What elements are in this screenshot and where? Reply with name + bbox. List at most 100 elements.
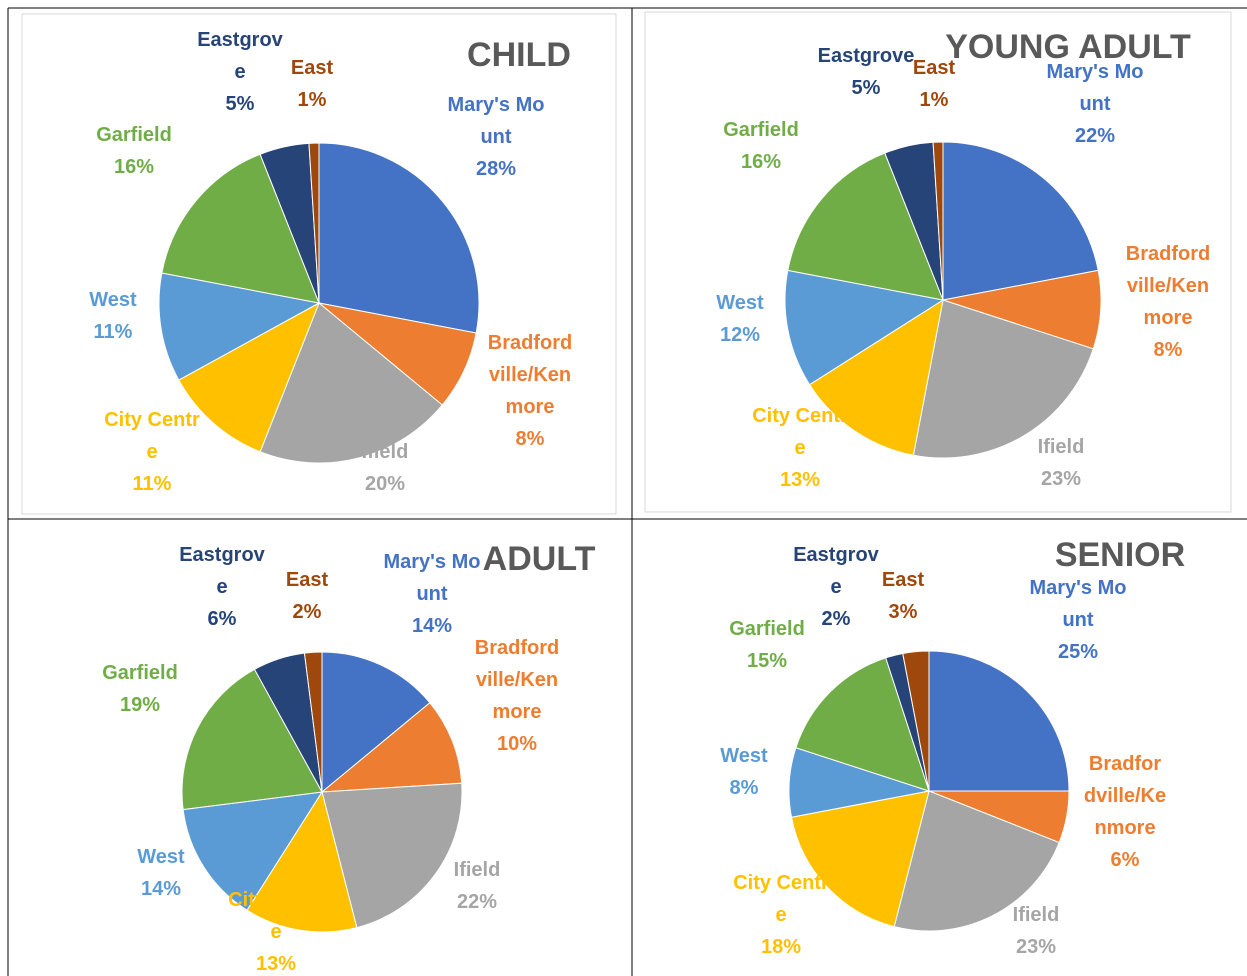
value-label: 2%	[292, 601, 322, 623]
data-label: Bradfordville/Kenmore 8%	[1121, 238, 1215, 366]
category-label: Garfield	[729, 618, 805, 640]
value-label: 11%	[93, 321, 133, 343]
value-label: 12%	[719, 324, 761, 346]
data-label: West 12%	[690, 287, 790, 351]
value-label: 18%	[760, 936, 802, 958]
data-label: West 11%	[63, 284, 163, 348]
value-label: 3%	[888, 601, 918, 623]
data-label: West 14%	[111, 841, 211, 905]
pie-slice	[182, 791, 323, 911]
value-label: 28%	[475, 158, 517, 180]
pie-slice	[321, 651, 431, 794]
category-label: Mary's Mount	[383, 551, 481, 605]
chart-frame	[21, 13, 617, 515]
category-label: West	[716, 292, 764, 314]
value-label: 1%	[919, 89, 949, 111]
pie-slice	[320, 702, 463, 793]
category-label: East	[290, 57, 334, 79]
category-label: Bradfordville/Kenmore	[1125, 243, 1211, 329]
value-label: 20%	[364, 473, 406, 495]
pie-slice	[912, 299, 1094, 459]
category-label: Ifield	[1037, 436, 1085, 458]
value-label: 10%	[496, 733, 538, 755]
data-label: East 2%	[277, 564, 337, 628]
value-label: 25%	[1057, 641, 1099, 663]
data-label: Ifield 23%	[986, 899, 1086, 963]
value-label: 16%	[113, 156, 155, 178]
category-label: Mary's Mount	[1046, 61, 1144, 115]
data-label: Ifield 23%	[1011, 431, 1111, 495]
pie-slice	[808, 298, 944, 456]
value-label: 19%	[119, 694, 161, 716]
data-label: Eastgrove 5%	[806, 40, 926, 104]
pie-slice	[893, 790, 1060, 932]
data-label: West 8%	[694, 740, 794, 804]
value-label: 16%	[740, 151, 782, 173]
category-label: East	[881, 569, 925, 591]
data-label: Garfield 16%	[711, 114, 811, 178]
value-label: 6%	[207, 608, 237, 630]
pie-slice	[308, 142, 320, 304]
data-label: Garfield 15%	[717, 613, 817, 677]
category-label: Eastgrove	[179, 544, 265, 598]
data-label: Bradfordville/Kenmore 6%	[1083, 748, 1167, 876]
category-label: West	[720, 745, 768, 767]
category-label: City Centre	[733, 872, 829, 926]
category-label: East	[912, 57, 956, 79]
category-label: East	[285, 569, 329, 591]
category-label: West	[137, 846, 185, 868]
category-label: City Centre	[228, 889, 324, 943]
value-label: 23%	[1040, 468, 1082, 490]
data-label: City Centre 18%	[731, 867, 831, 963]
chart-title: SENIOR	[1054, 536, 1186, 574]
category-label: West	[89, 289, 137, 311]
pie-slice	[181, 668, 323, 811]
chart-title: ADULT	[482, 540, 596, 578]
pie-slice	[178, 301, 320, 453]
category-label: City Centre	[752, 405, 848, 459]
value-label: 13%	[255, 953, 297, 975]
category-label: Ifield	[1012, 904, 1060, 926]
category-label: Eastgrove	[793, 544, 879, 598]
data-label: Mary's Mount 22%	[1045, 56, 1145, 152]
value-label: 13%	[779, 469, 821, 491]
data-label: Mary's Mount 25%	[1028, 572, 1128, 668]
value-label: 8%	[515, 428, 545, 450]
category-label: Ifield	[453, 859, 501, 881]
value-label: 1%	[297, 89, 327, 111]
pie-slice	[158, 272, 321, 381]
category-label: Eastgrove	[197, 29, 283, 83]
data-label: Bradfordville/Kenmore 10%	[470, 632, 564, 760]
data-label: City Centre 11%	[102, 404, 202, 500]
value-label: 23%	[1015, 936, 1057, 958]
category-label: Bradfordville/Kenmore	[474, 637, 560, 723]
value-label: 8%	[1153, 339, 1183, 361]
category-label: City Centre	[104, 409, 200, 463]
value-label: 14%	[140, 878, 182, 900]
value-label: 14%	[411, 615, 453, 637]
value-label: 2%	[821, 608, 851, 630]
pie-slice	[303, 651, 323, 793]
data-label: East 3%	[873, 564, 933, 628]
data-label: City Centre 13%	[226, 884, 326, 976]
data-label: Bradfordville/Kenmore 8%	[483, 327, 577, 455]
pie-slice	[318, 142, 480, 334]
chart-title: CHILD	[467, 36, 571, 74]
data-label: East 1%	[282, 52, 342, 116]
pie-slice	[259, 302, 443, 464]
category-label: Mary's Mount	[1029, 577, 1127, 631]
data-label: Garfield 16%	[84, 119, 184, 183]
pie-slice	[321, 782, 463, 929]
pie-slice	[902, 650, 930, 792]
data-label: Ifield 20%	[335, 436, 435, 500]
category-label: Mary's Mount	[447, 94, 545, 148]
category-label: Bradfordville/Kenmore	[487, 332, 573, 418]
pie-slice	[784, 269, 945, 386]
data-label: Mary's Mount 14%	[382, 546, 482, 642]
data-label: City Centre 13%	[750, 400, 850, 496]
category-label: Eastgrove	[817, 45, 915, 67]
category-label: Garfield	[723, 119, 799, 141]
category-label: Garfield	[96, 124, 172, 146]
